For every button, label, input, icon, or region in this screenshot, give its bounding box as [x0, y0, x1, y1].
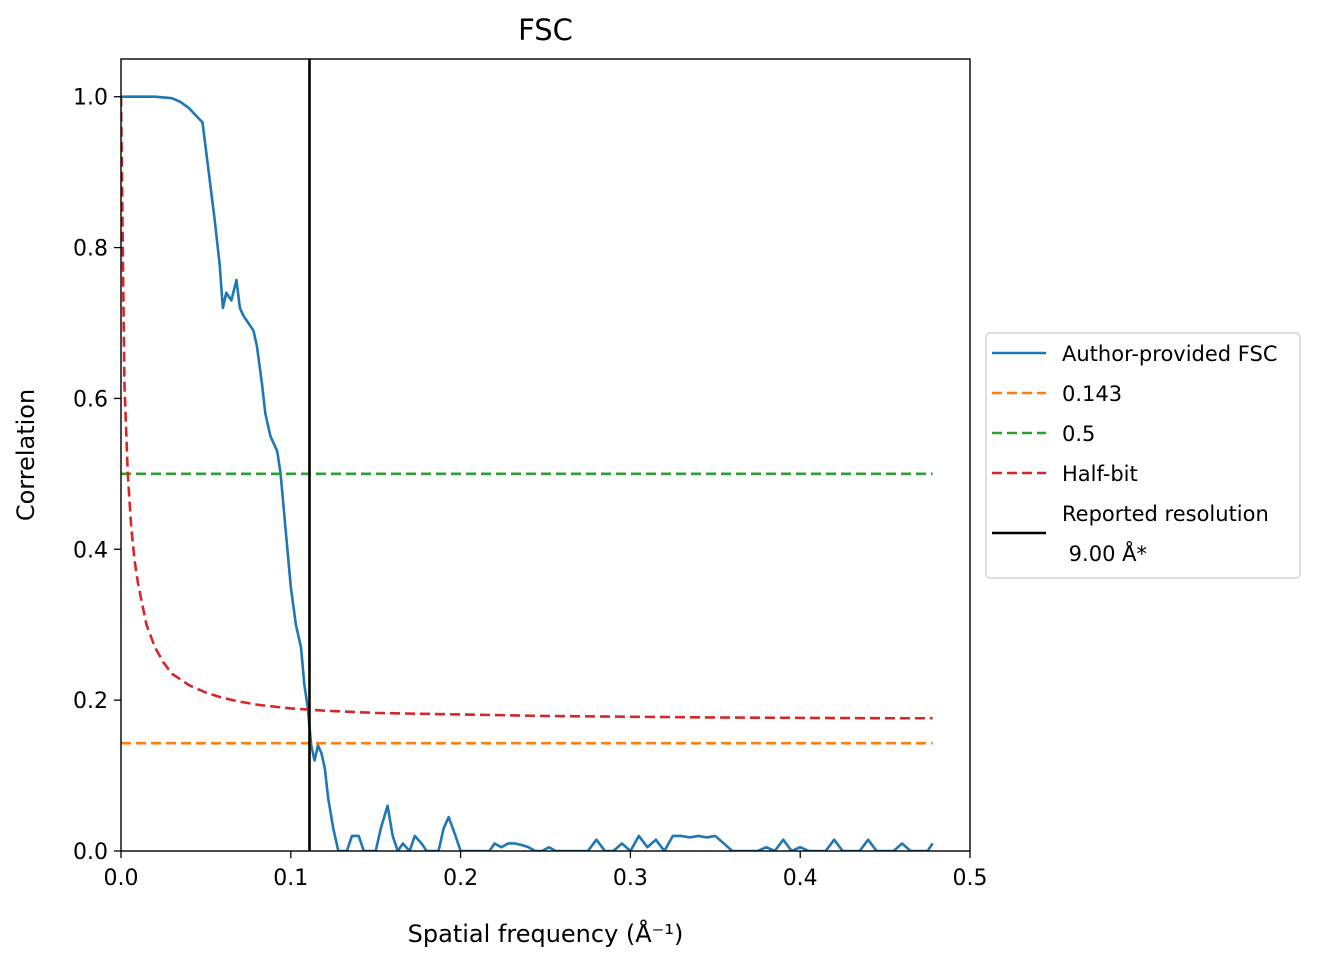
y-tick-label: 0.0 — [73, 840, 108, 865]
x-tick-label: 0.5 — [953, 866, 988, 891]
series-layer — [121, 59, 934, 851]
legend-label: 0.5 — [1062, 422, 1095, 446]
y-tick-label: 0.8 — [73, 237, 108, 262]
legend-label: Author-provided FSC — [1062, 342, 1278, 366]
series-line-author-provided-fsc — [121, 95, 934, 851]
x-axis-label: Spatial frequency (Å⁻¹) — [408, 919, 684, 948]
series-line-half-bit — [121, 96, 933, 720]
legend-label: 0.143 — [1062, 382, 1122, 406]
chart-title: FSC — [518, 13, 573, 47]
y-axis-ticks: 0.0 0.2 0.4 0.6 0.8 1.0 — [73, 86, 121, 865]
legend: Author-provided FSC 0.143 0.5 Half-bit Repor… — [985, 332, 1301, 579]
x-tick-label: 0.4 — [783, 866, 818, 891]
y-tick-label: 0.6 — [73, 387, 108, 412]
y-tick-label: 0.4 — [73, 538, 108, 563]
x-tick-label: 0.3 — [613, 866, 648, 891]
plot-frame — [120, 58, 971, 852]
legend-label: Reported resolution — [1062, 502, 1269, 526]
y-tick-label: 1.0 — [73, 86, 108, 111]
legend-label: 9.00 Å* — [1062, 540, 1147, 566]
y-tick-label: 0.2 — [73, 689, 108, 714]
legend-label: Half-bit — [1062, 462, 1138, 486]
x-axis-ticks: 0.0 0.1 0.2 0.3 0.4 0.5 — [104, 851, 988, 891]
legend-box — [985, 332, 1301, 579]
y-axis-label: Correlation — [12, 389, 40, 521]
x-tick-label: 0.1 — [273, 866, 308, 891]
x-tick-label: 0.2 — [443, 866, 478, 891]
x-tick-label: 0.0 — [104, 866, 139, 891]
